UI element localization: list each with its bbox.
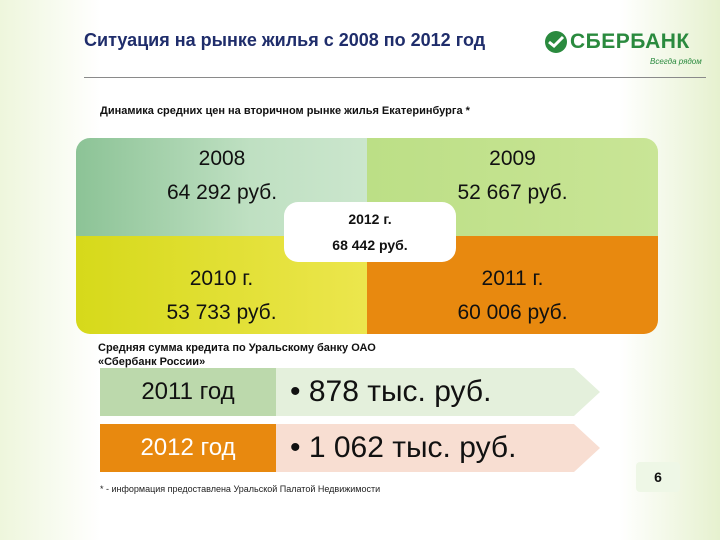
price-value: 52 667 руб.	[457, 181, 568, 204]
credit-title-line: «Сбербанк России»	[98, 356, 206, 368]
footnote: * - информация предоставлена Уральской П…	[100, 484, 381, 494]
logo-text: СБЕРБАНК	[570, 30, 690, 53]
page-number-box: 6	[636, 462, 680, 492]
credit-year-label: 2012 год	[100, 424, 276, 472]
page-number: 6	[654, 469, 662, 485]
price-year: 2012 г.	[348, 211, 392, 227]
price-cell-2011: 2011 г. 60 006 руб.	[367, 236, 658, 334]
credit-row-2011: 2011 год • 878 тыс. руб.	[100, 368, 600, 416]
credit-amount: • 1 062 тыс. руб.	[290, 431, 517, 464]
credit-section-title: Средняя сумма кредита по Уральскому банк…	[98, 341, 376, 369]
sberbank-logo: СБЕРБАНК Всегда рядом	[544, 28, 704, 70]
price-year: 2009	[489, 147, 536, 170]
price-year: 2011 г.	[481, 267, 544, 290]
credit-title-line: Средняя сумма кредита по Уральскому банк…	[98, 342, 376, 354]
price-year: 2008	[198, 147, 246, 170]
sberbank-logo-icon	[545, 31, 567, 53]
price-dynamics-subtitle: Динамика средних цен на вторичном рынке …	[100, 105, 470, 117]
price-value: 64 292 руб.	[166, 181, 278, 204]
logo-slogan: Всегда рядом	[650, 57, 702, 66]
price-cell-2012: 2012 г. 68 442 руб.	[284, 202, 456, 262]
price-value: 68 442 руб.	[332, 237, 408, 253]
price-value: 53 733 руб.	[166, 301, 277, 324]
price-year: 2010 г.	[189, 267, 254, 290]
title-divider	[84, 77, 706, 78]
price-value: 60 006 руб.	[457, 301, 568, 324]
credit-row-2012: 2012 год • 1 062 тыс. руб.	[100, 424, 600, 472]
credit-amount: • 878 тыс. руб.	[290, 375, 492, 408]
credit-year-label: 2011 год	[100, 368, 276, 416]
slide-title: Ситуация на рынке жилья с 2008 по 2012 г…	[84, 30, 486, 50]
